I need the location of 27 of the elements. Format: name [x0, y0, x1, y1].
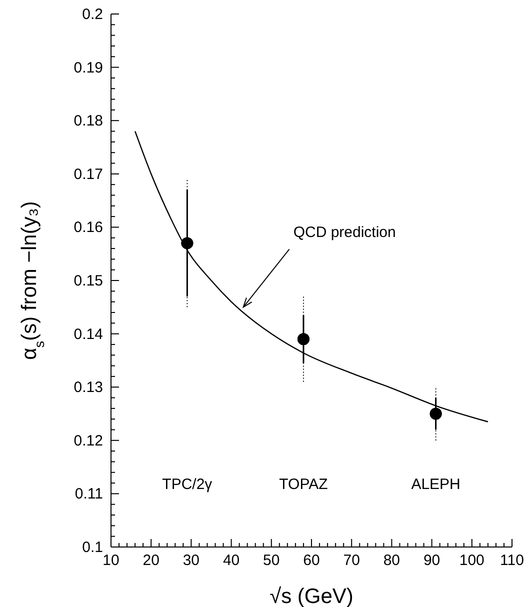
- x-tick-label: 10: [102, 552, 120, 569]
- x-tick-label: 90: [423, 552, 440, 569]
- x-tick-label: 40: [222, 552, 240, 569]
- y-tick-label: 0.16: [74, 219, 103, 236]
- y-tick-label: 0.19: [74, 59, 103, 76]
- y-tick-label: 0.2: [82, 6, 103, 23]
- annotation: TOPAZ: [279, 476, 328, 493]
- x-tick-label: 60: [303, 552, 320, 569]
- x-tick-label: 30: [182, 552, 200, 569]
- x-tick-label: 20: [142, 552, 160, 569]
- annotation: QCD prediction: [293, 224, 396, 242]
- y-tick-label: 0.17: [74, 166, 103, 183]
- x-tick-label: 110: [500, 552, 524, 569]
- y-tick-label: 0.13: [74, 379, 103, 396]
- annotation: ALEPH: [411, 476, 460, 493]
- x-axis-title: √s (GeV): [270, 585, 354, 607]
- y-tick-label: 0.15: [74, 272, 103, 290]
- y-tick-label: 0.12: [74, 432, 103, 450]
- y-tick-label: 0.11: [74, 486, 103, 503]
- y-tick-label: 0.14: [74, 326, 103, 343]
- x-tick-label: 80: [383, 552, 400, 569]
- y-tick-label: 0.18: [74, 112, 103, 130]
- annotation: TPC/2γ: [162, 476, 213, 493]
- y-tick-label: 0.1: [82, 539, 103, 556]
- x-tick-label: 100: [459, 552, 484, 569]
- x-tick-label: 50: [263, 552, 280, 569]
- x-tick-label: 70: [343, 552, 360, 569]
